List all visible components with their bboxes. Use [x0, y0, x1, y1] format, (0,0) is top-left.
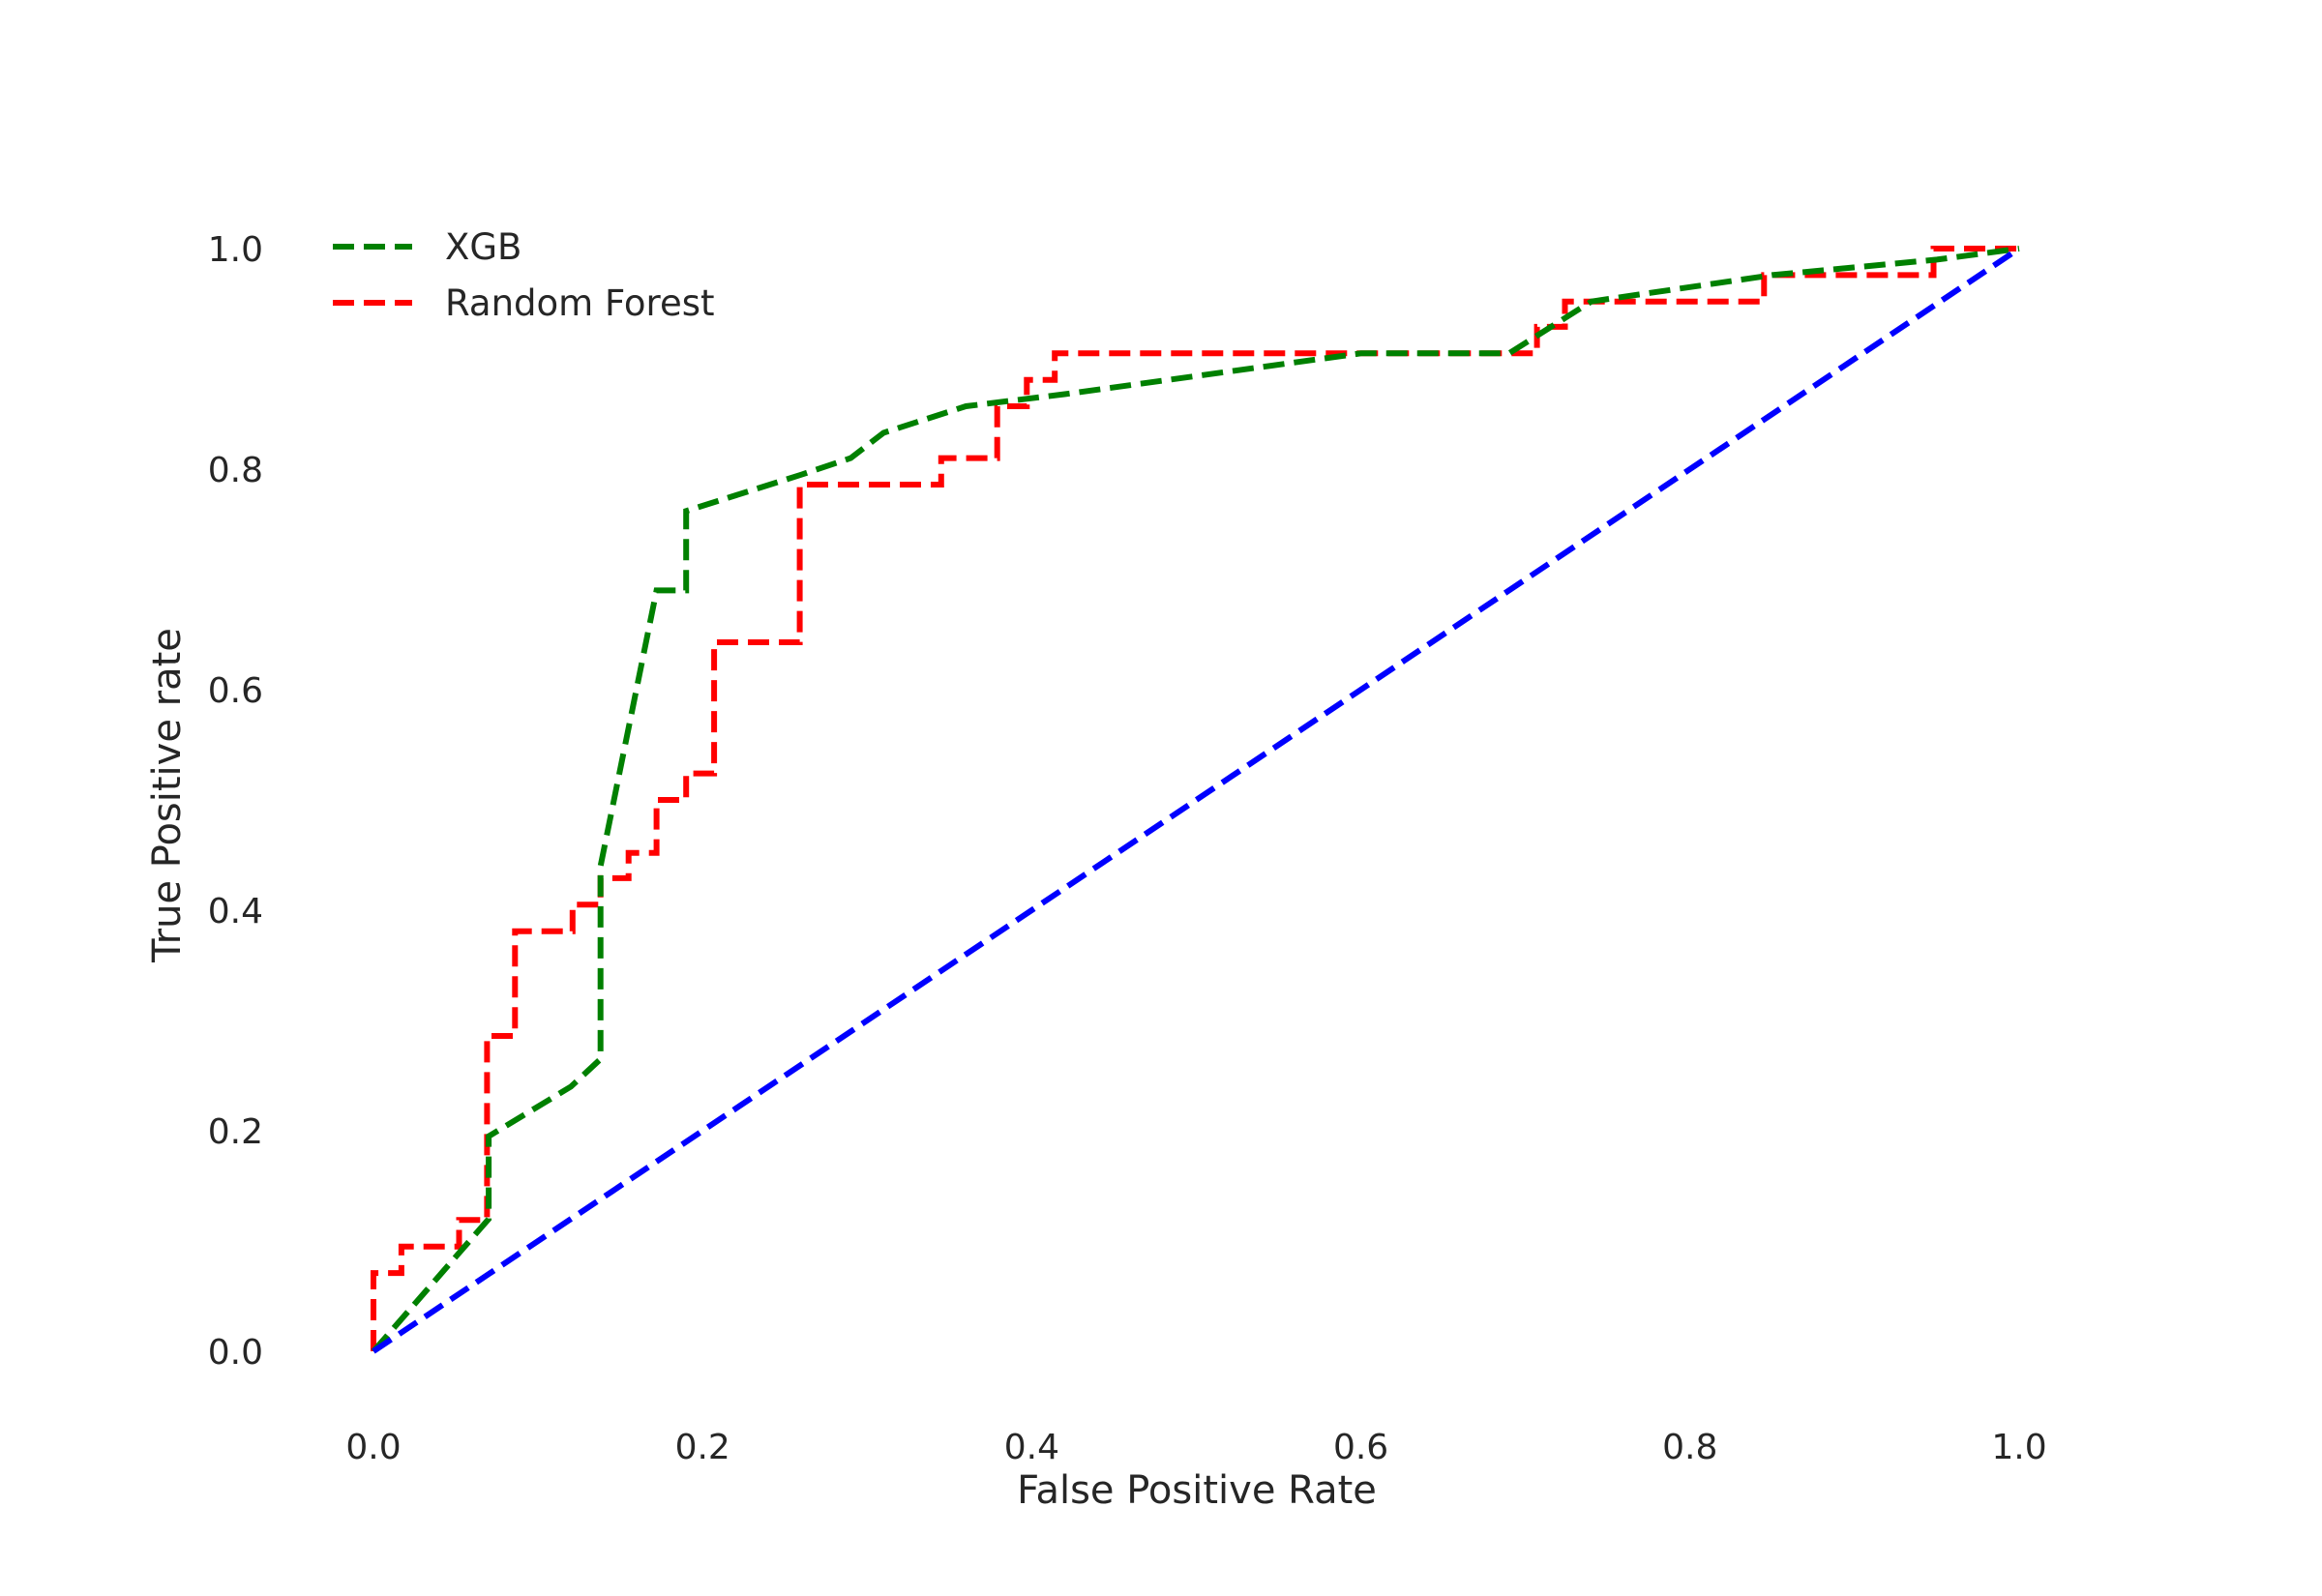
series-layer [371, 246, 2021, 1354]
y-tick-label: 0.6 [208, 671, 263, 711]
y-tick-label: 1.0 [208, 230, 263, 270]
y-tick-label: 0.8 [208, 451, 263, 490]
legend-label-random-forest: Random Forest [445, 282, 715, 324]
legend: XGB Random Forest [333, 226, 715, 324]
y-tick-label: 0.4 [208, 892, 263, 931]
random-forest-curve [371, 246, 2019, 1351]
x-tick-label: 0.4 [1004, 1428, 1059, 1467]
x-tick-label: 0.2 [675, 1428, 730, 1467]
x-tick-label: 0.0 [345, 1428, 401, 1467]
chance-diagonal-line [372, 246, 2021, 1354]
xgb-curve [371, 246, 2020, 1353]
y-tick-label: 0.2 [208, 1112, 263, 1152]
x-tick-label: 0.6 [1333, 1428, 1388, 1467]
x-tick-label: 1.0 [1991, 1428, 2046, 1467]
y-tick-label: 0.0 [208, 1333, 263, 1373]
legend-label-xgb: XGB [445, 226, 521, 268]
tick-layer: 0.0 0.2 0.4 0.6 0.8 1.0 0.0 0.2 0.4 0.6 0.8 1.0 [208, 230, 2047, 1467]
x-tick-label: 0.8 [1662, 1428, 1717, 1467]
x-axis-label: False Positive Rate [1017, 1468, 1377, 1513]
y-axis-label: True Positive rate [145, 628, 190, 963]
